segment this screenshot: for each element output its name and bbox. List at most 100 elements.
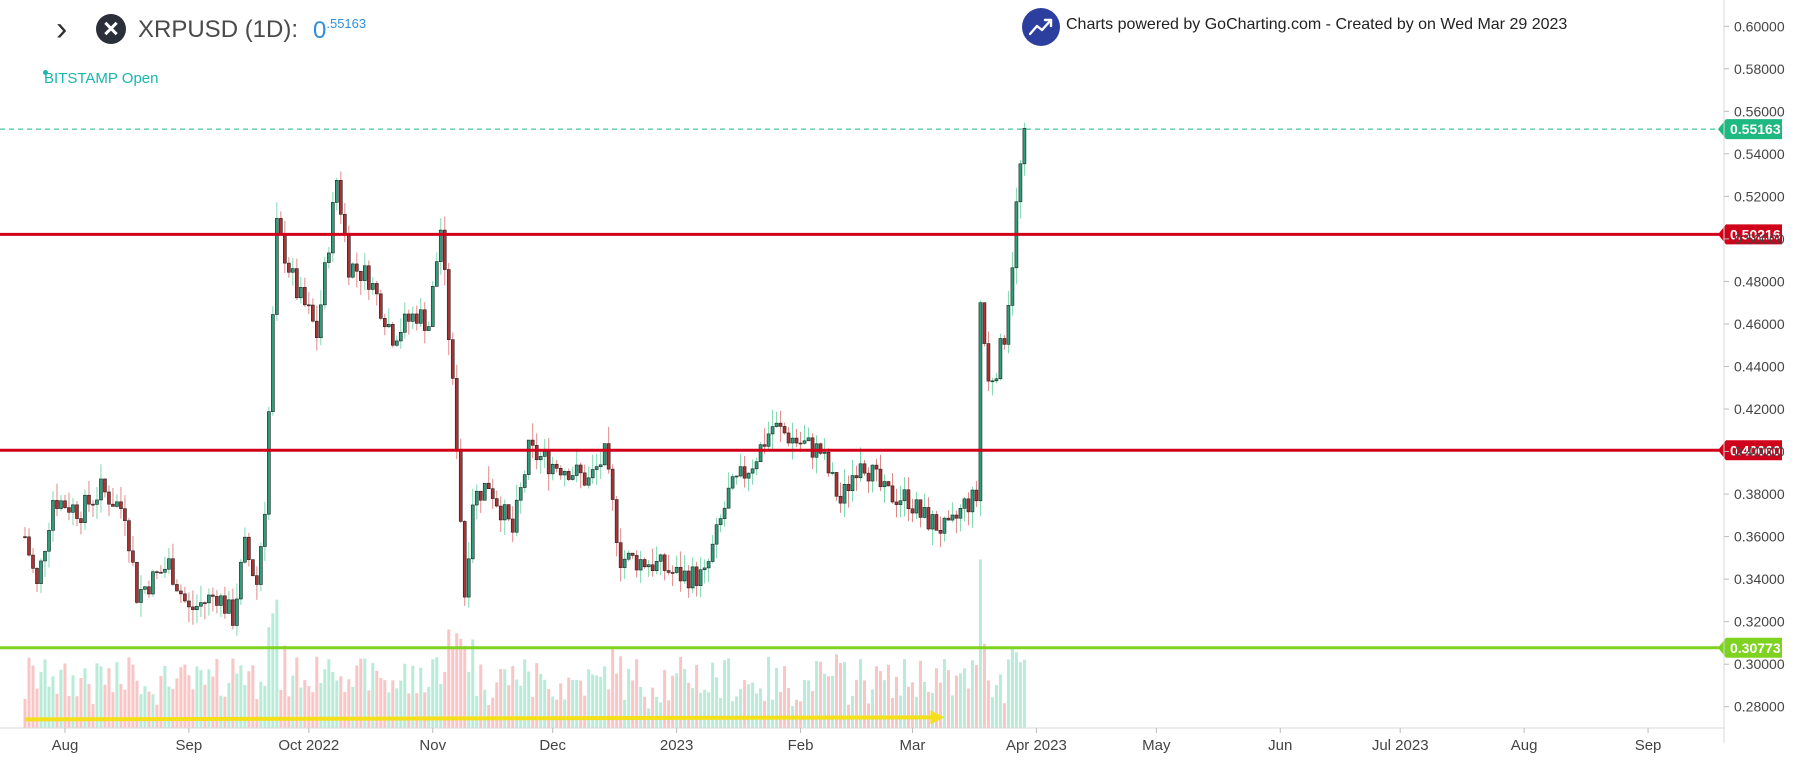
volume-bar: [926, 691, 930, 728]
volume-bar: [343, 691, 347, 728]
symbol-label[interactable]: XRPUSD (1D):: [138, 16, 299, 43]
candle-body: [103, 478, 107, 493]
candle-body: [211, 594, 215, 597]
gocharting-logo-icon[interactable]: [1022, 8, 1060, 46]
volume-bar: [1010, 648, 1014, 728]
volume-bar: [367, 690, 371, 728]
volume-bar: [35, 688, 39, 728]
volume-bar: [419, 667, 423, 728]
candle-body: [786, 432, 791, 444]
volume-bar: [519, 685, 523, 728]
candle-body: [386, 324, 391, 328]
candle-body: [195, 605, 199, 610]
candle-body: [598, 464, 603, 467]
y-tick-label: 0.36000: [1734, 529, 1785, 545]
candle-body: [730, 476, 735, 489]
volume-bar: [934, 668, 938, 728]
candle-body: [1010, 267, 1015, 306]
candle-body: [902, 489, 907, 502]
candle-body: [762, 444, 767, 447]
volume-bar: [759, 688, 763, 728]
candle-body: [714, 524, 719, 545]
volume-bar: [559, 683, 563, 728]
powered-by-text: Charts powered by GoCharting.com - Creat…: [1066, 16, 1568, 33]
candle-body: [706, 561, 711, 569]
candle-body: [958, 508, 963, 519]
volume-bar: [275, 599, 279, 728]
volume-bar: [902, 659, 906, 728]
candle-body: [646, 564, 651, 568]
volume-bar: [171, 688, 175, 728]
volume-bar: [663, 670, 667, 728]
candle-body: [586, 477, 591, 486]
candle-body: [502, 504, 507, 521]
volume-bar: [211, 676, 215, 728]
candle-body: [147, 586, 151, 595]
chevron-right-icon[interactable]: ›: [56, 10, 68, 48]
candle-body: [634, 555, 639, 571]
volume-bar: [51, 676, 55, 728]
current-price: 0.55163: [313, 16, 366, 45]
candle-body: [834, 472, 839, 497]
volume-bar: [659, 702, 663, 728]
candle-body: [418, 309, 423, 324]
volume-bar: [331, 671, 335, 728]
candle-body: [658, 554, 663, 562]
volume-bar: [223, 696, 227, 728]
arrow-head: [930, 710, 945, 725]
x-tick-label: Aug: [52, 737, 79, 754]
candle-body: [466, 558, 471, 598]
candle-body: [878, 468, 883, 488]
volume-bar: [147, 691, 151, 728]
volume-bar: [958, 673, 962, 728]
volume-bar: [483, 689, 487, 728]
volume-bar: [739, 689, 743, 728]
candle-body: [602, 443, 607, 466]
volume-bar: [475, 696, 479, 728]
volume-bar: [998, 674, 1002, 728]
volume-bar: [922, 681, 926, 728]
volume-bar: [942, 659, 946, 728]
volume-bar: [43, 659, 47, 728]
volume-bar: [855, 679, 859, 728]
volume-bar: [579, 680, 583, 728]
y-tick-label: 0.56000: [1734, 103, 1785, 119]
candle-body: [710, 543, 715, 562]
candle-body: [151, 571, 155, 595]
volume-bar: [355, 665, 359, 728]
candle-body: [554, 463, 559, 469]
volume-bar: [87, 683, 91, 728]
candle-body: [327, 252, 331, 263]
candle-body: [398, 332, 403, 342]
candle-body: [1022, 128, 1027, 165]
candle-body: [107, 491, 111, 505]
volume-bar: [966, 688, 970, 728]
candle-body: [534, 444, 539, 461]
candle-body: [339, 180, 343, 215]
volume-bar: [535, 663, 539, 728]
level-price-label: 0.50216: [1730, 226, 1781, 242]
candle-body: [434, 261, 439, 287]
volume-bar: [735, 696, 739, 728]
x-tick-label: 2023: [660, 737, 693, 754]
candle-body: [474, 490, 479, 506]
volume-bar: [871, 689, 875, 728]
volume-bar: [303, 680, 307, 728]
volume-bar: [779, 691, 783, 728]
candle-body: [1006, 305, 1011, 345]
candle-body: [938, 529, 943, 534]
candle-body: [79, 518, 83, 523]
volume-bar: [543, 679, 547, 728]
x-tick-label: Sep: [176, 737, 203, 754]
volume-bar: [863, 680, 867, 728]
candle-body: [331, 202, 335, 254]
volume-bar: [67, 696, 71, 728]
candles: [23, 122, 1027, 636]
candle-body: [654, 561, 659, 571]
y-tick-label: 0.28000: [1734, 699, 1785, 715]
candle-body: [870, 464, 875, 482]
candle-body: [243, 536, 247, 563]
volume-bar: [503, 669, 507, 728]
candle-body: [275, 218, 279, 315]
